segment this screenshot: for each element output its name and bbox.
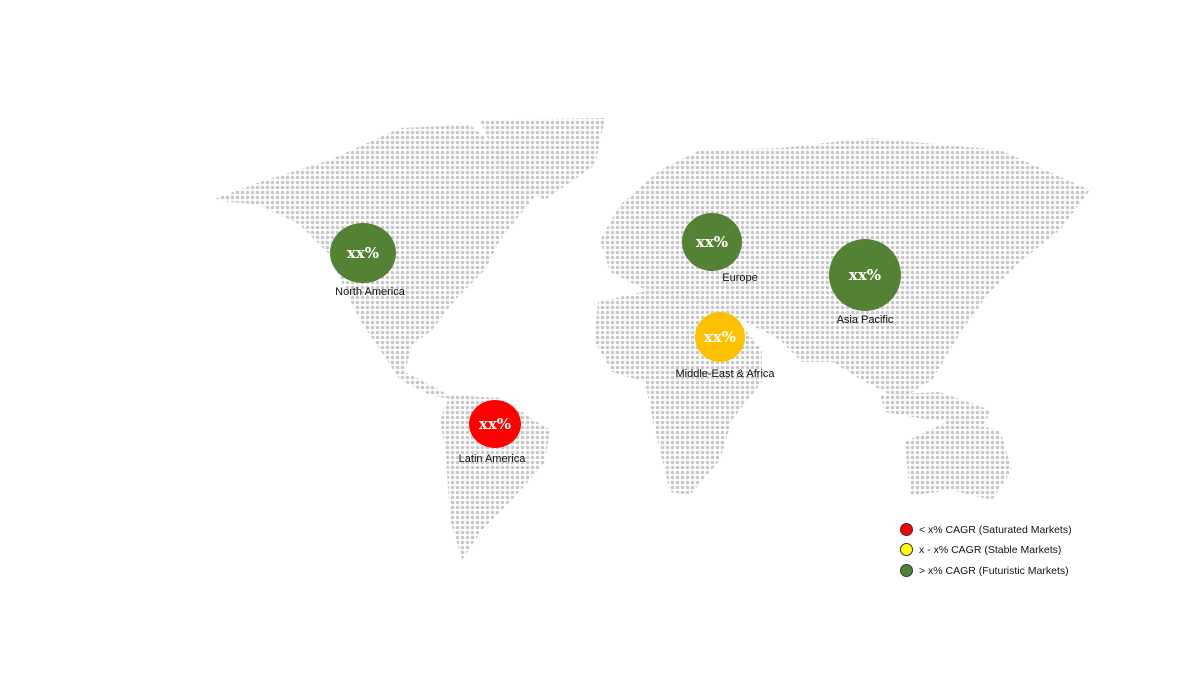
middle-east-africa-bubble: xx%: [695, 312, 745, 362]
yellow-circle-icon: [900, 543, 913, 556]
green-circle-icon: [900, 564, 913, 577]
latin-america-label: Latin America: [458, 453, 526, 465]
legend-label: > x% CAGR (Futuristic Markets): [919, 564, 1069, 577]
north-america-label: North America: [335, 286, 405, 298]
asia-pacific-value: xx%: [848, 266, 882, 284]
europe-label: Europe: [722, 272, 758, 284]
australia-landmass: [905, 420, 1012, 500]
europe-value: xx%: [695, 233, 729, 251]
greenland-landmass: [480, 118, 605, 200]
south-america-landmass: [440, 395, 550, 560]
legend-item-futuristic: > x% CAGR (Futuristic Markets): [900, 564, 1069, 577]
legend-item-saturated: < x% CAGR (Saturated Markets): [900, 523, 1072, 536]
north-america-bubble: xx%: [330, 223, 396, 283]
latin-america-bubble: xx%: [469, 400, 521, 448]
north-america-value: xx%: [346, 244, 380, 262]
latin-america-value: xx%: [478, 415, 512, 433]
europe-bubble: xx%: [682, 213, 742, 271]
asia-pacific-bubble: xx%: [829, 239, 901, 311]
legend-label: x - x% CAGR (Stable Markets): [919, 543, 1062, 556]
southeast-asia-islands: [880, 392, 990, 425]
middle-east-africa-value: xx%: [703, 328, 737, 346]
legend-label: < x% CAGR (Saturated Markets): [919, 523, 1072, 536]
middle-east-africa-label: Middle-East & Africa: [675, 368, 775, 380]
red-circle-icon: [900, 523, 913, 536]
legend-item-stable: x - x% CAGR (Stable Markets): [900, 543, 1061, 556]
asia-pacific-label: Asia Pacific: [836, 314, 894, 326]
